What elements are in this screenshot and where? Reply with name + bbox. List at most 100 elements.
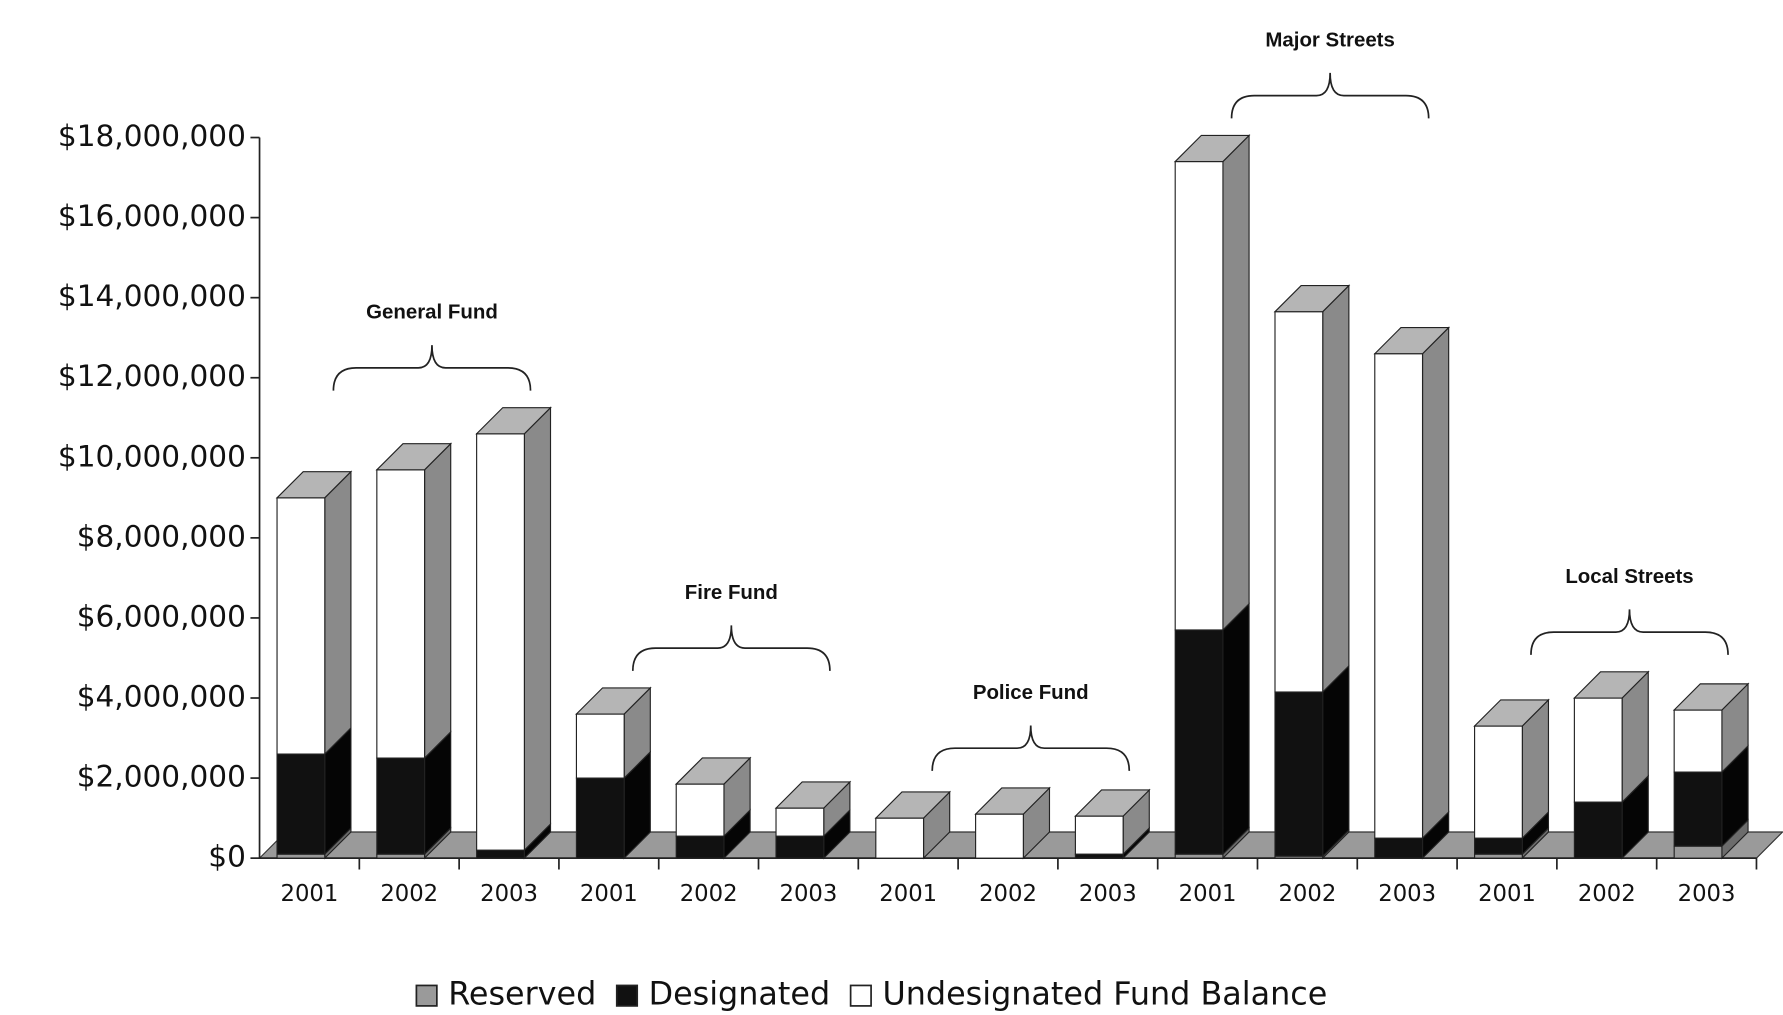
legend-label: Designated: [649, 975, 831, 1013]
group-brace: [1530, 609, 1729, 655]
legend-label: Reserved: [448, 975, 596, 1013]
bar-segment: [875, 817, 925, 859]
x-tick-label: 2002: [1578, 881, 1636, 907]
bar-top: [1074, 789, 1151, 817]
bar-segment: [675, 783, 725, 837]
bar-top: [1573, 671, 1650, 699]
bar-segment: [1274, 691, 1324, 857]
bar-segment: [376, 757, 426, 855]
legend-swatch: [849, 984, 872, 1007]
bar-segment: [476, 433, 525, 851]
x-tick-label: 2002: [680, 881, 738, 907]
y-tick-label: $10,000,000: [58, 439, 246, 473]
x-tick-label: 2001: [281, 881, 339, 907]
y-tick-label: $8,000,000: [77, 519, 246, 553]
bar-segment: [476, 849, 525, 859]
group-label: Fire Fund: [685, 581, 778, 604]
bar-segment: [975, 813, 1024, 859]
group-label: Police Fund: [973, 681, 1089, 704]
x-tick-label: 2003: [1378, 881, 1436, 907]
legend-swatch: [415, 984, 438, 1007]
bar-segment: [775, 835, 825, 859]
x-tick-label: 2003: [1079, 881, 1137, 907]
bar-segment: [575, 713, 625, 779]
bar-segment: [575, 777, 625, 859]
bar-segment: [276, 853, 326, 859]
bar-segment: [1174, 160, 1224, 631]
group-label: Local Streets: [1565, 565, 1693, 588]
x-tick-label: 2002: [979, 881, 1037, 907]
y-tick-label: $16,000,000: [58, 199, 246, 233]
bar-side: [523, 406, 552, 852]
bar-segment: [376, 853, 426, 859]
bar-segment: [775, 807, 825, 837]
x-tick-label: 2001: [1478, 881, 1536, 907]
bar-top: [1473, 699, 1550, 727]
bar-side: [1222, 602, 1250, 856]
x-tick-label: 2001: [1179, 881, 1237, 907]
group-label: General Fund: [366, 301, 498, 324]
bar-top: [874, 791, 952, 819]
y-tick-label: $18,000,000: [58, 119, 246, 153]
bar-segment: [1673, 771, 1723, 847]
bar-side: [424, 442, 452, 760]
y-tick-label: $2,000,000: [77, 760, 246, 794]
bar-segment: [675, 835, 725, 859]
bar-segment: [1573, 697, 1623, 803]
group-brace: [1230, 72, 1430, 119]
legend-label: Undesignated Fund Balance: [882, 975, 1327, 1013]
bar-side: [1421, 326, 1450, 840]
bar-segment: [1074, 815, 1124, 855]
bar-top: [1273, 284, 1351, 313]
group-brace: [332, 345, 532, 391]
legend: Reserved Designated Undesignated Fund Bala…: [415, 975, 1327, 1013]
bar-top: [674, 757, 752, 785]
bar-segment: [276, 497, 326, 755]
bar-top: [475, 407, 552, 435]
bar-segment: [1673, 845, 1723, 859]
y-tick-label: $6,000,000: [77, 599, 246, 633]
bar-segment: [1374, 353, 1424, 839]
bar-top: [575, 687, 652, 715]
x-tick-label: 2003: [480, 881, 538, 907]
bar-top: [1173, 134, 1251, 163]
bar-segment: [1074, 853, 1124, 859]
bar-segment: [1573, 801, 1623, 859]
y-tick-label: $12,000,000: [58, 359, 246, 393]
legend-swatch: [615, 984, 639, 1007]
bar-top: [1373, 327, 1451, 355]
bar-segment: [1474, 725, 1523, 839]
x-tick-label: 2002: [380, 881, 438, 907]
bar-segment: [1673, 709, 1723, 773]
bar-segment: [376, 469, 426, 759]
bar-side: [1222, 134, 1250, 632]
group-brace: [631, 625, 831, 671]
bar-segment: [1474, 837, 1523, 855]
x-tick-label: 2001: [580, 881, 638, 907]
y-tick-label: $14,000,000: [58, 279, 246, 313]
group-label: Major Streets: [1265, 28, 1394, 51]
bar-segment: [1174, 629, 1224, 855]
bar-segment: [1474, 853, 1523, 859]
x-tick-label: 2003: [1678, 881, 1736, 907]
bar-top: [974, 787, 1051, 815]
x-tick-label: 2003: [779, 881, 837, 907]
x-tick-label: 2001: [879, 881, 937, 907]
bar-side: [1322, 664, 1350, 858]
bar-segment: [1274, 311, 1324, 693]
bar-segment: [1174, 853, 1224, 859]
y-tick-label: $4,000,000: [77, 680, 246, 714]
y-tick-label: $0: [208, 840, 246, 874]
bar-top: [774, 781, 852, 809]
x-tick-label: 2002: [1278, 881, 1336, 907]
group-brace: [931, 725, 1131, 771]
bar-segment: [276, 753, 326, 855]
bar-top: [375, 443, 453, 471]
bar-side: [324, 470, 352, 756]
bar-top: [1672, 683, 1750, 711]
bar-segment: [1374, 837, 1424, 859]
bar-side: [1322, 284, 1350, 694]
bar-top: [275, 471, 353, 499]
